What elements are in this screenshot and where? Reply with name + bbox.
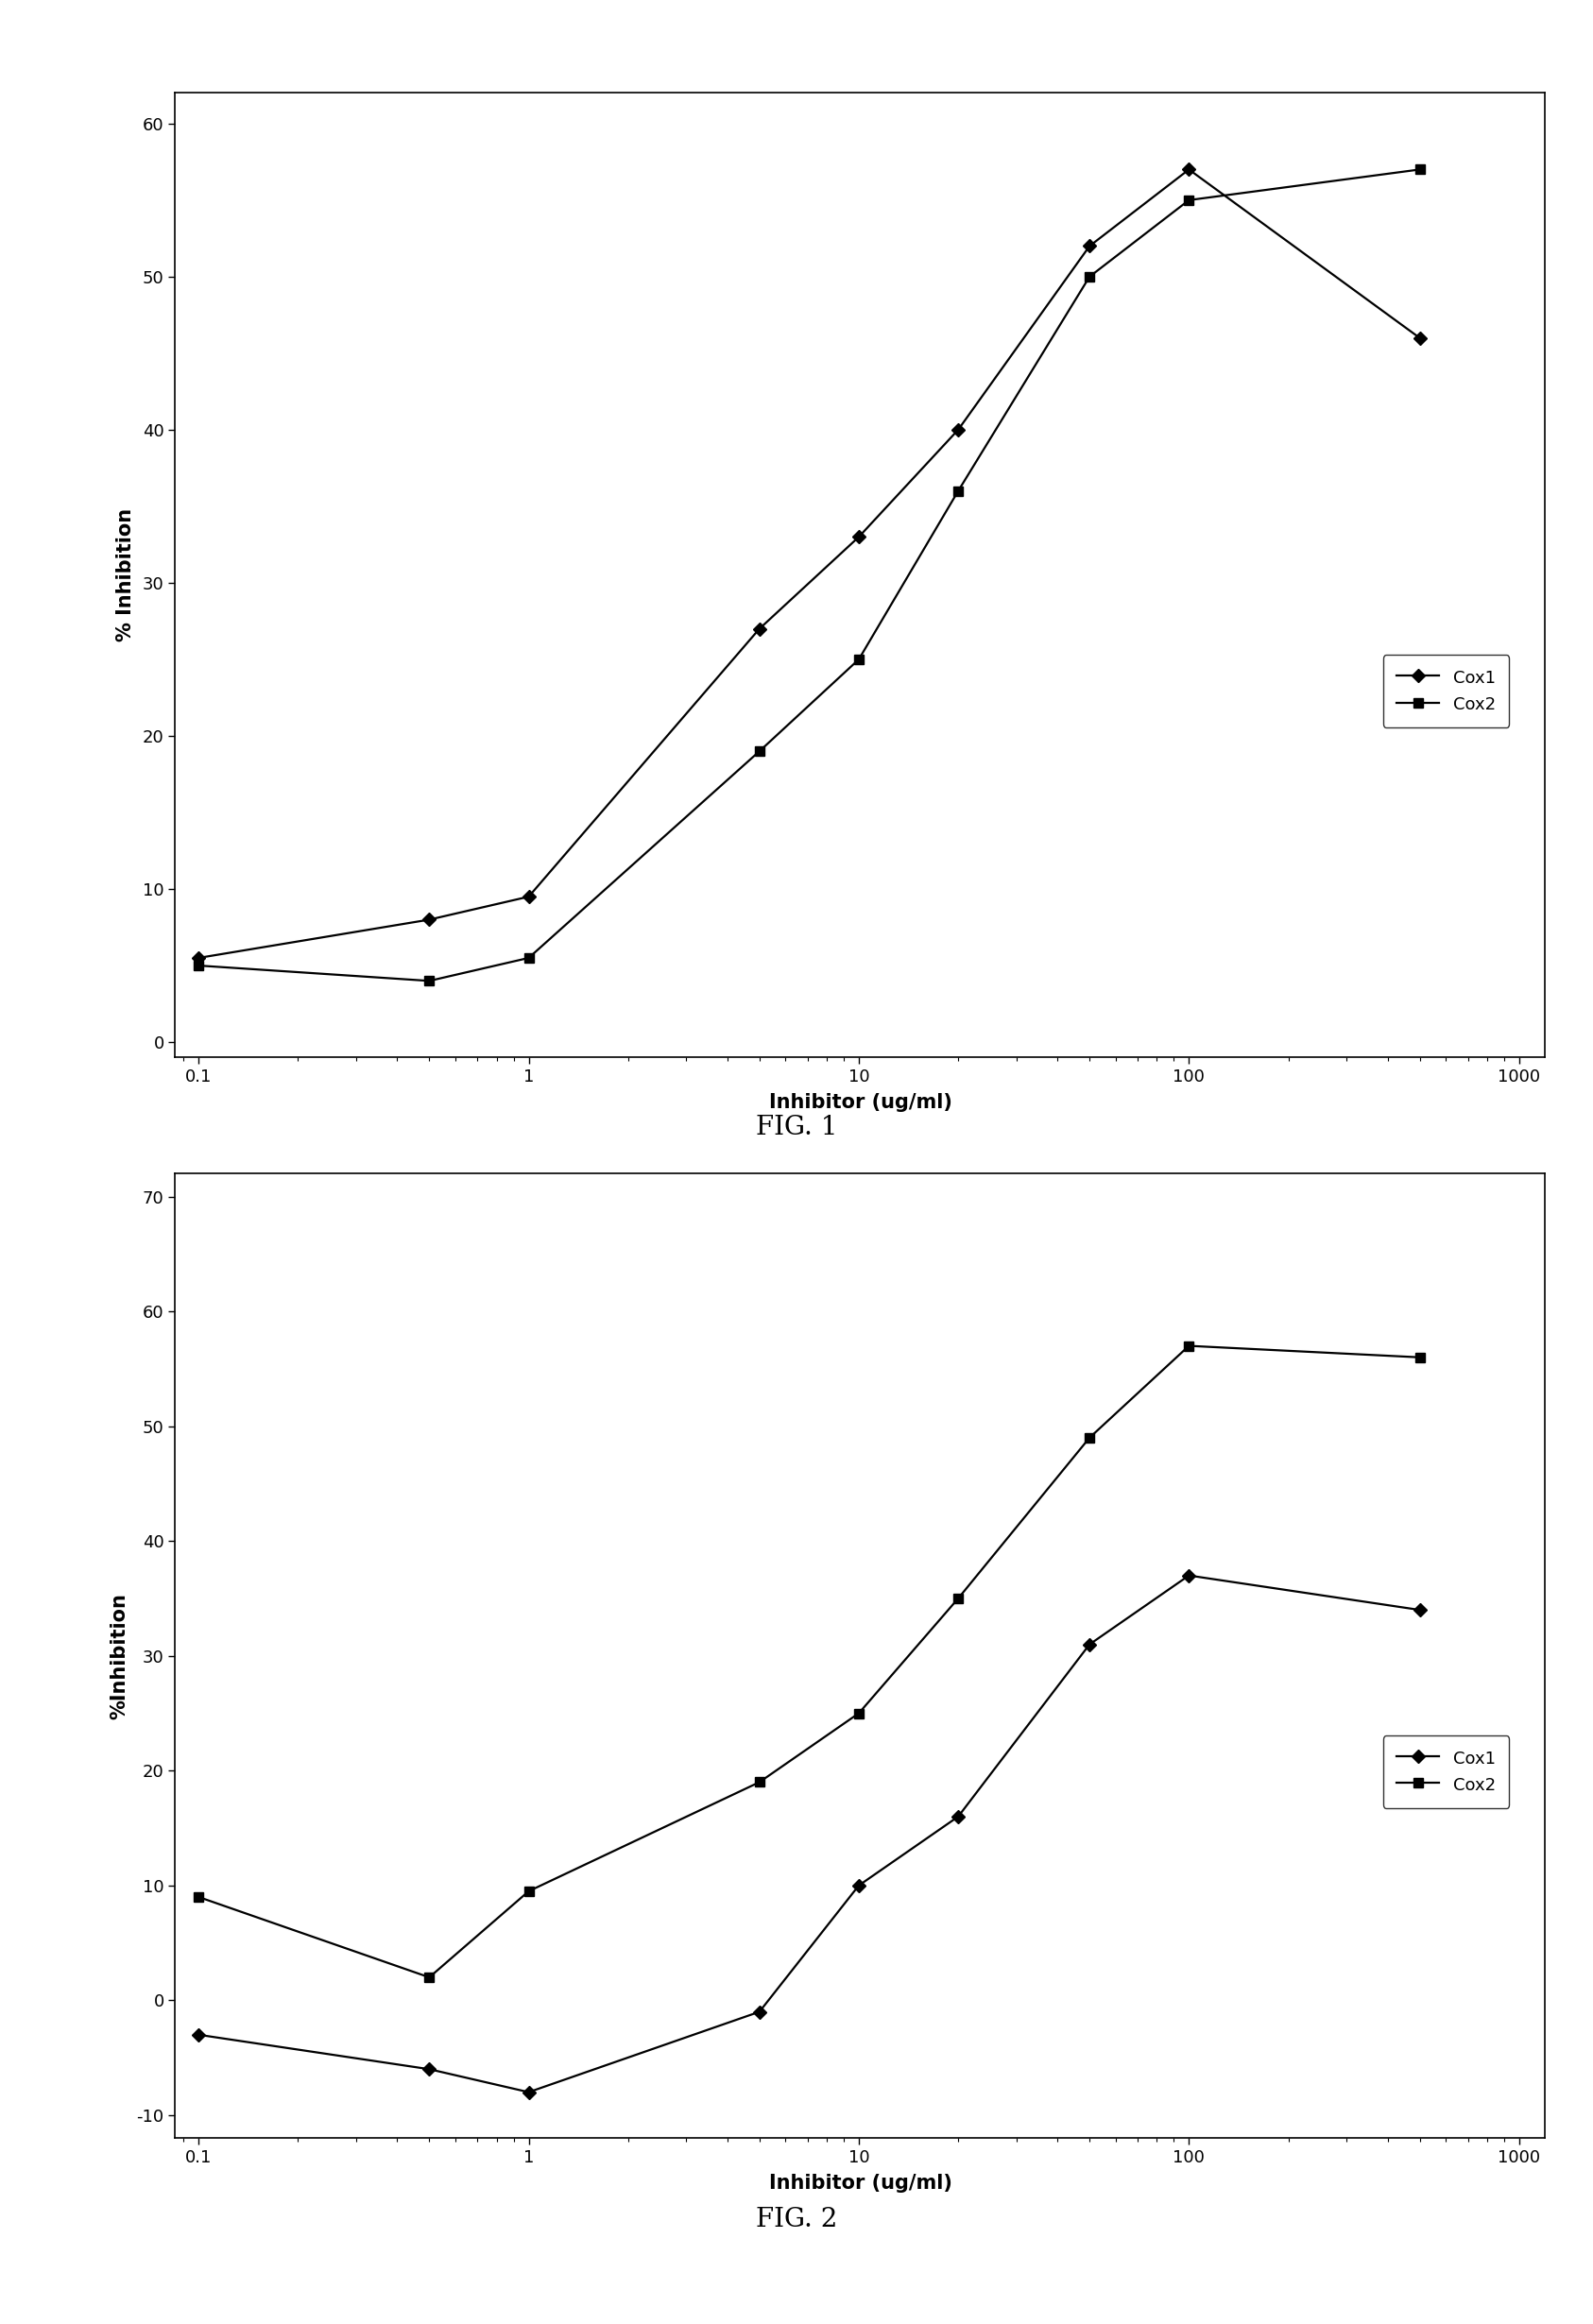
- Text: FIG. 1: FIG. 1: [755, 1116, 838, 1139]
- Cox2: [750, 1769, 769, 1796]
- Cox2: [190, 951, 209, 978]
- Cox1: [849, 523, 868, 551]
- Cox1: [1179, 156, 1198, 184]
- Cox1: [519, 883, 538, 911]
- Cox2: [750, 737, 769, 765]
- Cox2: [1080, 1425, 1099, 1452]
- Line: Cox2: Cox2: [194, 1341, 1424, 1982]
- Text: FIG. 2: FIG. 2: [755, 2208, 838, 2231]
- Cox2: [519, 944, 538, 971]
- Line: Cox1: Cox1: [194, 1571, 1424, 2096]
- Cox1: [948, 1803, 967, 1831]
- X-axis label: Inhibitor (ug/ml): Inhibitor (ug/ml): [769, 1095, 951, 1113]
- Line: Cox2: Cox2: [194, 165, 1424, 985]
- Cox2: [419, 1964, 438, 1992]
- Cox2: [1410, 156, 1429, 184]
- Cox2: [948, 1585, 967, 1613]
- Cox2: [1179, 1332, 1198, 1360]
- Line: Cox1: Cox1: [194, 165, 1424, 962]
- Cox1: [1080, 1631, 1099, 1659]
- Cox2: [948, 476, 967, 504]
- Cox1: [849, 1871, 868, 1899]
- Cox1: [419, 906, 438, 934]
- Cox1: [1080, 232, 1099, 260]
- X-axis label: Inhibitor (ug/ml): Inhibitor (ug/ml): [769, 2175, 951, 2194]
- Cox2: [1080, 263, 1099, 290]
- Cox1: [1410, 323, 1429, 351]
- Cox2: [519, 1878, 538, 1906]
- Cox2: [419, 967, 438, 995]
- Cox1: [750, 1999, 769, 2027]
- Cox2: [849, 1699, 868, 1727]
- Legend: Cox1, Cox2: Cox1, Cox2: [1383, 1736, 1509, 1808]
- Y-axis label: %Inhibition: %Inhibition: [110, 1592, 129, 1720]
- Cox2: [1410, 1343, 1429, 1371]
- Cox2: [190, 1882, 209, 1910]
- Cox2: [1179, 186, 1198, 214]
- Y-axis label: % Inhibition: % Inhibition: [116, 509, 135, 641]
- Cox1: [750, 616, 769, 644]
- Cox1: [190, 944, 209, 971]
- Cox1: [190, 2022, 209, 2050]
- Cox1: [519, 2078, 538, 2106]
- Cox2: [849, 646, 868, 674]
- Cox1: [948, 416, 967, 444]
- Legend: Cox1, Cox2: Cox1, Cox2: [1383, 655, 1509, 727]
- Cox1: [419, 2054, 438, 2082]
- Cox1: [1179, 1562, 1198, 1590]
- Cox1: [1410, 1597, 1429, 1624]
